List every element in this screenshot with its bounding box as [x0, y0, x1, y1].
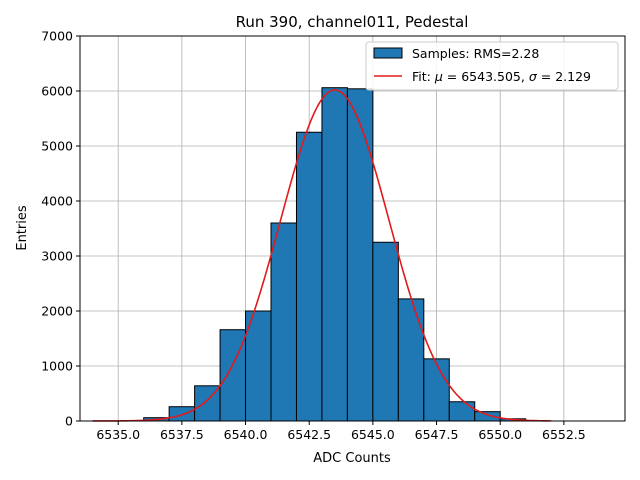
fit-sigma-symbol: σ [529, 69, 538, 84]
histogram-bar [270, 222, 297, 422]
fit-sigma-value: 2.129 [555, 69, 591, 84]
y-tick-label: 0 [65, 414, 73, 429]
y-tick-label: 7000 [41, 29, 73, 44]
histogram-bar [295, 131, 323, 422]
plot-frame [79, 35, 626, 422]
histogram-bar [448, 401, 476, 422]
fit-mu-equals: = [443, 69, 461, 84]
x-tick-label: 6537.5 [160, 427, 204, 442]
y-tick-label: 4000 [41, 194, 73, 209]
fit-prefix: Fit: [412, 69, 435, 84]
y-axis-label: Entries [15, 205, 30, 251]
chart-title: Run 390, channel011, Pedestal [236, 13, 469, 31]
x-tick-label: 6545.0 [351, 427, 395, 442]
y-tick-label: 3000 [41, 249, 73, 264]
x-axis-label: ADC Counts [313, 451, 391, 466]
x-tick-label: 6542.5 [287, 427, 331, 442]
histogram-bars [143, 87, 527, 422]
x-tick-label: 6547.5 [415, 427, 459, 442]
histogram-bar [321, 87, 348, 422]
legend: Samples: RMS=2.28 Fit: μ = 6543.505, σ =… [365, 41, 619, 91]
histogram-bar [423, 358, 450, 422]
legend-swatch-samples [373, 47, 403, 59]
y-tick-label: 5000 [41, 139, 73, 154]
fit-mu-value: 6543.505 [461, 69, 521, 84]
y-tick-label: 6000 [41, 84, 73, 99]
x-axis-ticks: 6535.0 6537.5 6540.0 6542.5 6545.0 6547.5 6550… [96, 421, 586, 442]
legend-label-samples: Samples: RMS=2.28 [412, 46, 539, 61]
x-tick-label: 6550.0 [478, 427, 522, 442]
y-tick-label: 2000 [41, 304, 73, 319]
fit-mu-symbol: μ [434, 69, 443, 84]
x-tick-label: 6535.0 [96, 427, 140, 442]
y-tick-label: 1000 [41, 359, 73, 374]
x-tick-label: 6540.0 [224, 427, 268, 442]
legend-label-fit: Fit: μ = 6543.505, σ = 2.129 [412, 69, 591, 84]
x-tick-label: 6552.5 [542, 427, 586, 442]
fit-separator: , [521, 69, 529, 84]
fit-curve [92, 89, 552, 422]
histogram-bar [397, 298, 425, 422]
fit-sigma-equals: = [537, 69, 555, 84]
histogram-bar [168, 406, 196, 422]
legend-frame [365, 41, 619, 91]
y-axis-ticks: 0 1000 2000 3000 4000 5000 6000 7000 [41, 29, 80, 429]
histogram-bar [346, 88, 374, 422]
histogram-bar [372, 241, 399, 422]
